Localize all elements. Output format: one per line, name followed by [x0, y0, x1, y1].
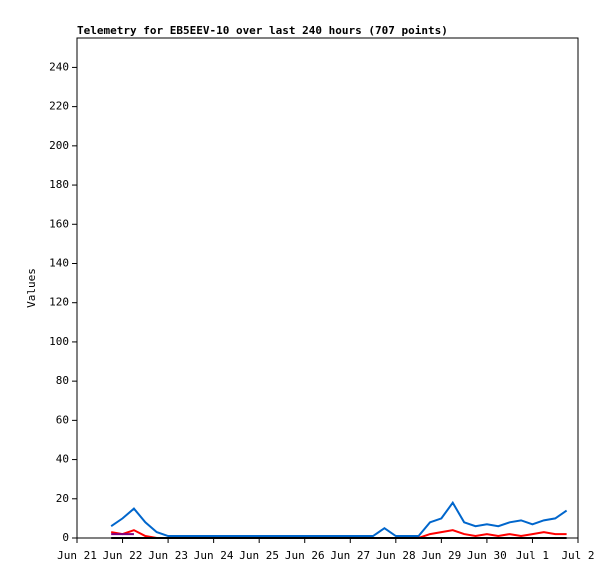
- x-tick-label: Jun 30: [467, 549, 507, 562]
- x-tick-label: Jun 27: [330, 549, 370, 562]
- x-tick-label: Jun 28: [376, 549, 416, 562]
- y-axis-label: Values: [25, 268, 38, 308]
- x-tick-label: Jun 25: [239, 549, 279, 562]
- plot-frame: [76, 37, 579, 539]
- y-tick-label: 160: [49, 217, 69, 230]
- x-tick-label: Jun 21: [57, 549, 97, 562]
- y-tick-label: 60: [56, 413, 69, 426]
- y-tick-label: 0: [62, 531, 69, 544]
- y-tick-label: 200: [49, 139, 69, 152]
- y-tick-label: 80: [56, 374, 69, 387]
- chart-title: Telemetry for EB5EEV-10 over last 240 ho…: [77, 24, 448, 37]
- x-tick-label: Jul 1: [516, 549, 549, 562]
- y-tick-label: 220: [49, 100, 69, 113]
- y-tick-label: 140: [49, 256, 69, 269]
- x-tick-label: Jun 26: [285, 549, 325, 562]
- x-tick-label: Jun 29: [421, 549, 461, 562]
- y-tick-label: 40: [56, 453, 69, 466]
- y-tick-label: 100: [49, 335, 69, 348]
- x-tick-label: Jun 23: [148, 549, 188, 562]
- y-tick-label: 180: [49, 178, 69, 191]
- x-tick-label: Jun 22: [103, 549, 143, 562]
- x-tick-label: Jun 24: [194, 549, 234, 562]
- series-line: [110, 500, 568, 538]
- x-tick-label: Jul 2: [561, 549, 594, 562]
- y-tick-label: 120: [49, 296, 69, 309]
- y-tick-label: 20: [56, 492, 69, 505]
- y-tick-label: 240: [49, 60, 69, 73]
